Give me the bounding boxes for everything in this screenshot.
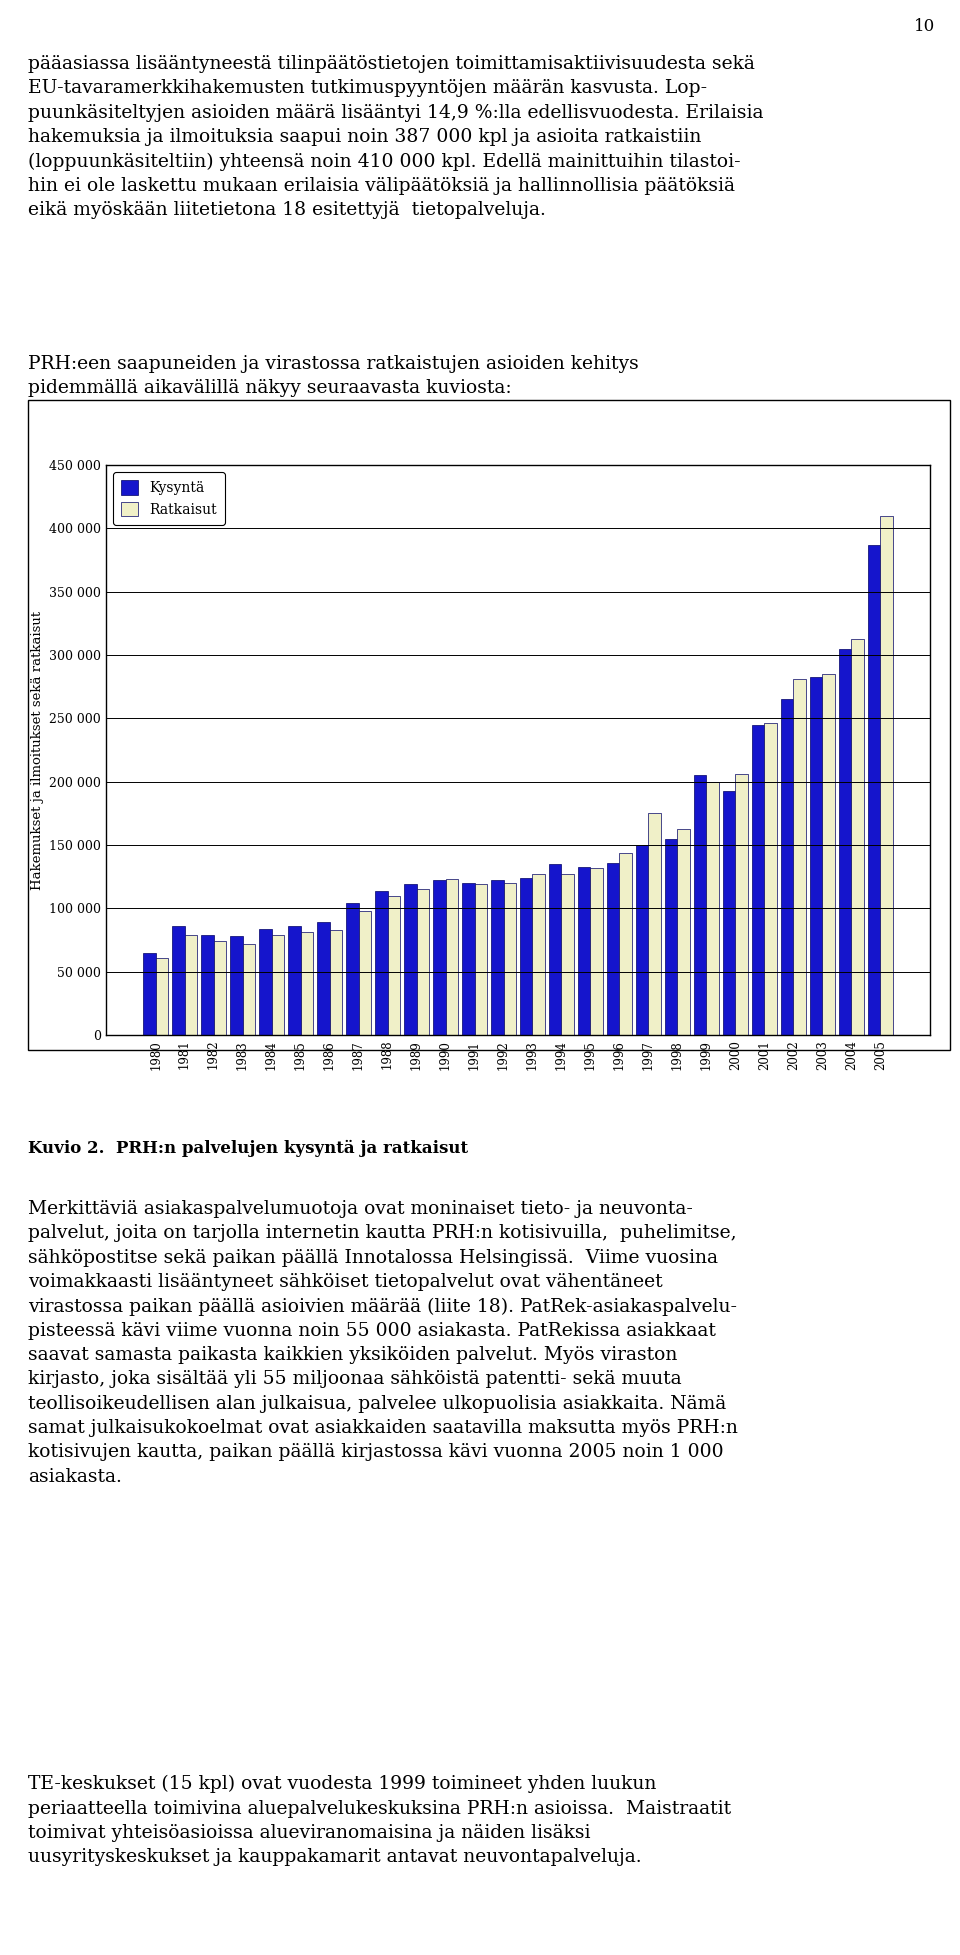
Bar <box>288 927 300 1034</box>
Bar <box>793 678 805 1034</box>
Bar <box>619 852 632 1034</box>
Bar <box>492 880 503 1034</box>
Bar <box>404 884 417 1034</box>
Text: Kuvio 2.  PRH:n palvelujen kysyntä ja ratkaisut: Kuvio 2. PRH:n palvelujen kysyntä ja rat… <box>28 1140 468 1157</box>
Bar <box>156 958 168 1034</box>
Text: Merkittäviä asiakaspalvelumuotoja ovat moninaiset tieto- ja neuvonta-
palvelut, : Merkittäviä asiakaspalvelumuotoja ovat m… <box>28 1200 738 1486</box>
Bar <box>230 936 243 1034</box>
Bar <box>143 952 156 1034</box>
Bar <box>445 880 458 1034</box>
Bar <box>533 874 544 1034</box>
Bar <box>243 944 254 1034</box>
Bar <box>474 884 487 1034</box>
Bar <box>636 845 648 1034</box>
Text: 10: 10 <box>914 18 935 35</box>
Bar <box>852 639 864 1034</box>
Bar <box>678 829 689 1034</box>
Bar <box>358 911 371 1034</box>
Bar <box>665 839 678 1034</box>
Bar <box>388 895 399 1034</box>
Bar <box>375 891 388 1034</box>
Bar <box>184 934 197 1034</box>
Bar <box>590 868 603 1034</box>
Bar <box>214 940 226 1034</box>
Bar <box>300 933 313 1034</box>
Bar <box>503 884 516 1034</box>
Y-axis label: Hakemukset ja ilmoitukset sekä ratkaisut: Hakemukset ja ilmoitukset sekä ratkaisut <box>31 610 43 890</box>
Bar <box>520 878 533 1034</box>
Bar <box>764 723 777 1034</box>
Bar <box>839 649 852 1034</box>
Text: PRH:een saapuneiden ja virastossa ratkaistujen asioiden kehitys
pidemmällä aikav: PRH:een saapuneiden ja virastossa ratkai… <box>28 356 638 397</box>
Bar <box>463 884 474 1034</box>
Bar <box>810 676 823 1034</box>
Legend: Kysyntä, Ratkaisut: Kysyntä, Ratkaisut <box>113 471 225 526</box>
Bar <box>173 927 184 1034</box>
Bar <box>823 674 834 1034</box>
Bar <box>723 790 735 1034</box>
Bar <box>608 862 619 1034</box>
Bar <box>880 516 893 1034</box>
Bar <box>417 890 429 1034</box>
Bar <box>735 774 748 1034</box>
Bar <box>562 874 574 1034</box>
Bar <box>549 864 562 1034</box>
Bar <box>318 923 329 1034</box>
Bar <box>259 929 272 1034</box>
Bar <box>781 700 793 1034</box>
Bar <box>753 725 764 1034</box>
Bar <box>202 934 214 1034</box>
Text: TE-keskukset (15 kpl) ovat vuodesta 1999 toimineet yhden luukun
periaatteella to: TE-keskukset (15 kpl) ovat vuodesta 1999… <box>28 1775 732 1867</box>
Bar <box>433 880 445 1034</box>
Bar <box>329 931 342 1034</box>
Bar <box>578 866 590 1034</box>
Bar <box>707 782 719 1034</box>
Text: pääasiassa lisääntyneestä tilinpäätöstietojen toimittamisaktiivisuudesta sekä
EU: pääasiassa lisääntyneestä tilinpäätöstie… <box>28 55 763 219</box>
Bar <box>868 545 880 1034</box>
Bar <box>648 813 660 1034</box>
Bar <box>347 903 358 1034</box>
Bar <box>694 776 707 1034</box>
Bar <box>272 934 284 1034</box>
